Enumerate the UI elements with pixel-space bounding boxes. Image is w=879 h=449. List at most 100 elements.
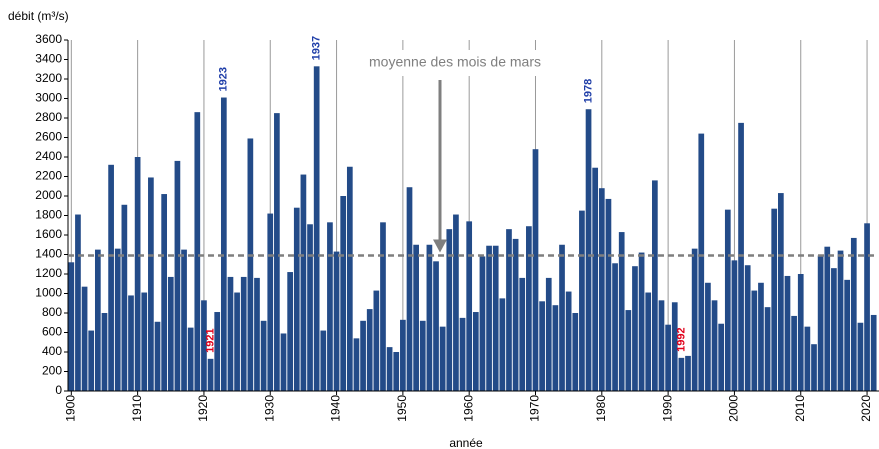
bar bbox=[665, 324, 671, 391]
bar bbox=[433, 261, 439, 391]
bar bbox=[333, 251, 340, 391]
bar bbox=[128, 295, 134, 391]
bar bbox=[340, 196, 347, 391]
x-tick-label: 2020 bbox=[859, 395, 873, 422]
y-tick-label: 3400 bbox=[35, 52, 62, 66]
y-tick-label: 400 bbox=[42, 344, 62, 358]
bar bbox=[698, 133, 705, 391]
bar bbox=[784, 275, 791, 391]
bar bbox=[837, 250, 844, 391]
y-tick-label: 1000 bbox=[35, 286, 62, 300]
bar bbox=[519, 277, 526, 391]
bar bbox=[121, 204, 128, 391]
bar bbox=[400, 319, 406, 391]
bar bbox=[804, 326, 811, 391]
bar bbox=[280, 333, 287, 391]
bar bbox=[346, 166, 353, 391]
x-tick-label: 1920 bbox=[196, 395, 210, 422]
year-annotation: 1921 bbox=[204, 328, 216, 352]
bar bbox=[506, 229, 512, 391]
y-tick-label: 2200 bbox=[35, 169, 62, 183]
bar bbox=[539, 301, 545, 391]
bar bbox=[181, 249, 187, 391]
x-tick-label: 1940 bbox=[329, 395, 343, 422]
bar bbox=[141, 292, 148, 391]
bar bbox=[220, 97, 227, 392]
bar bbox=[134, 157, 141, 391]
y-tick-label: 800 bbox=[42, 305, 62, 319]
bar bbox=[685, 355, 691, 391]
bar bbox=[632, 266, 638, 391]
bar bbox=[267, 213, 274, 391]
mean-label: moyenne des mois de mars bbox=[369, 54, 541, 70]
bar bbox=[744, 265, 751, 391]
bar bbox=[705, 282, 711, 391]
x-tick-label: 1950 bbox=[395, 395, 409, 422]
bar bbox=[426, 244, 433, 391]
bar bbox=[612, 263, 618, 391]
bar bbox=[486, 245, 492, 391]
year-annotation: 1923 bbox=[218, 67, 230, 91]
bar bbox=[526, 226, 532, 391]
bar bbox=[645, 292, 652, 391]
bar bbox=[652, 180, 658, 391]
bar bbox=[227, 276, 234, 391]
y-axis-label: débit (m³/s) bbox=[8, 9, 69, 23]
bar bbox=[724, 209, 731, 391]
x-tick-label: 2000 bbox=[727, 395, 741, 422]
bar bbox=[831, 268, 837, 391]
bar bbox=[857, 322, 864, 391]
bar bbox=[598, 188, 605, 391]
y-tick-label: 3000 bbox=[35, 91, 62, 105]
y-tick-label: 1800 bbox=[35, 208, 62, 222]
y-tick-label: 600 bbox=[42, 325, 62, 339]
bar bbox=[81, 286, 88, 391]
x-tick-label: 1960 bbox=[461, 395, 475, 422]
arrow-head bbox=[433, 239, 447, 253]
bar bbox=[161, 194, 168, 391]
x-tick-label: 1980 bbox=[594, 395, 608, 422]
bar bbox=[499, 298, 506, 391]
bar bbox=[605, 198, 612, 391]
bar bbox=[187, 327, 194, 391]
bar bbox=[439, 326, 446, 391]
bar bbox=[360, 320, 366, 391]
year-annotation: 1992 bbox=[675, 327, 687, 351]
bar bbox=[711, 300, 718, 391]
bar bbox=[585, 109, 592, 391]
bar bbox=[824, 246, 831, 391]
bar bbox=[247, 138, 254, 391]
bar bbox=[492, 245, 499, 391]
bar bbox=[260, 320, 267, 391]
bar bbox=[459, 317, 466, 391]
bar bbox=[386, 347, 393, 391]
bar bbox=[718, 323, 725, 391]
bar bbox=[658, 300, 665, 391]
y-tick-label: 1600 bbox=[35, 227, 62, 241]
x-tick-label: 1990 bbox=[660, 395, 674, 422]
bar bbox=[764, 307, 771, 391]
y-tick-label: 2600 bbox=[35, 130, 62, 144]
bar bbox=[419, 320, 426, 391]
bar bbox=[453, 214, 459, 391]
bar bbox=[234, 292, 240, 391]
bar bbox=[307, 224, 313, 391]
bar bbox=[353, 338, 360, 391]
y-tick-label: 2800 bbox=[35, 110, 62, 124]
bar bbox=[472, 312, 479, 391]
bar bbox=[751, 290, 758, 391]
bar bbox=[214, 312, 221, 391]
bar bbox=[870, 314, 877, 391]
bar bbox=[88, 330, 95, 391]
bar bbox=[625, 310, 632, 391]
bar bbox=[731, 260, 738, 391]
bar bbox=[274, 113, 280, 391]
bar bbox=[817, 255, 824, 391]
bar bbox=[167, 276, 174, 391]
bar bbox=[559, 244, 565, 391]
bar bbox=[154, 321, 161, 391]
bar bbox=[287, 272, 293, 391]
bar bbox=[552, 305, 559, 391]
x-tick-label: 1900 bbox=[63, 395, 77, 422]
x-tick-label: 1970 bbox=[528, 395, 542, 422]
